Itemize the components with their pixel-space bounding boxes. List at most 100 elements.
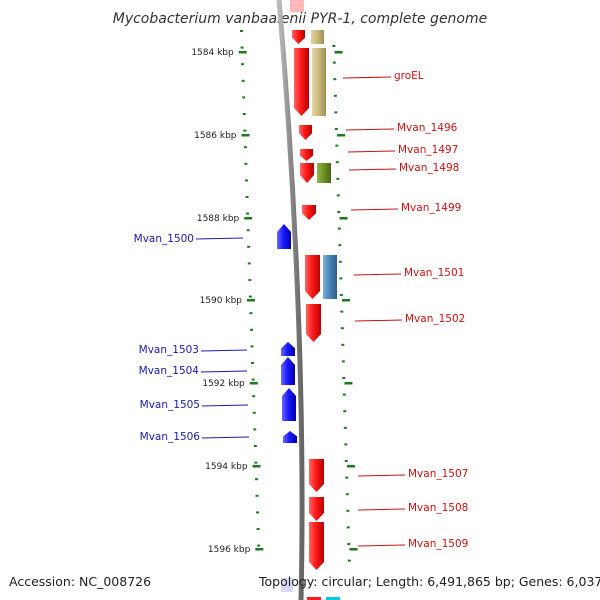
axis-tick-label: 1592 kbp	[202, 379, 245, 389]
forward-gene-arrow[interactable]	[300, 163, 314, 183]
track-dot	[240, 46, 244, 49]
track-dot	[346, 509, 350, 512]
cog-track	[311, 30, 337, 299]
track-dot	[246, 212, 250, 215]
gene-label-leader	[350, 208, 399, 211]
track-dot	[247, 245, 251, 248]
gene-labels: groEL Mvan_1496 Mvan_1497 Mvan_1498 Mvan_149…	[134, 70, 469, 550]
gene-label-leader	[357, 474, 406, 477]
track-dot	[347, 559, 351, 562]
gene-label[interactable]: Mvan_1498	[399, 162, 459, 174]
gene-label[interactable]: Mvan_1500	[134, 233, 194, 245]
gene-track	[277, 30, 324, 570]
track-dot	[245, 196, 249, 198]
forward-gene-arrow[interactable]	[294, 48, 309, 116]
reverse-gene-arrow[interactable]	[282, 388, 296, 421]
axis-tick-mark-inner	[342, 299, 350, 302]
gene-label-leader	[345, 128, 395, 131]
axis-tick-mark	[252, 465, 261, 468]
track-dot	[332, 45, 336, 47]
gene-label[interactable]: Mvan_1508	[408, 502, 468, 514]
track-dot	[338, 260, 342, 263]
gene-label[interactable]: Mvan_1503	[139, 344, 199, 356]
track-dot	[252, 395, 256, 398]
axis-tick-mark	[249, 382, 258, 385]
forward-gene-arrow[interactable]	[309, 522, 324, 570]
track-dot	[339, 277, 343, 280]
accession-text: Accession: NC_008726	[9, 574, 151, 589]
axis-tick-mark	[241, 134, 250, 137]
gene-label[interactable]: Mvan_1501	[404, 267, 464, 279]
track-dot	[256, 528, 260, 530]
axis-tick-mark	[247, 299, 255, 302]
track-dot	[345, 476, 349, 479]
axis-tick-label: 1586 kbp	[194, 131, 237, 141]
track-dot	[253, 428, 257, 431]
track-dot	[251, 362, 255, 364]
gene-label[interactable]: Mvan_1502	[405, 313, 465, 325]
track-dot	[254, 461, 258, 464]
forward-gene-arrow[interactable]	[292, 30, 305, 44]
track-dot	[333, 94, 337, 97]
track-dot	[242, 96, 246, 99]
gene-label[interactable]: Mvan_1497	[398, 144, 458, 156]
forward-gene-arrow[interactable]	[300, 149, 313, 161]
gene-label[interactable]: Mvan_1504	[139, 365, 200, 377]
track-dot	[249, 328, 253, 331]
track-dot	[248, 279, 252, 281]
gene-label-leader	[348, 168, 397, 171]
track-dot	[241, 79, 245, 82]
gene-label[interactable]: Mvan_1505	[140, 399, 200, 411]
genome-backbone	[276, 0, 305, 600]
forward-gene-arrow[interactable]	[309, 497, 324, 521]
gene-label[interactable]: Mvan_1496	[397, 122, 458, 134]
cog-block	[323, 255, 337, 299]
gene-label-leader	[200, 349, 248, 352]
track-dot	[332, 61, 336, 64]
gene-label[interactable]: Mvan_1509	[408, 538, 468, 550]
forward-gene-arrow[interactable]	[305, 255, 320, 299]
reverse-gene-arrow[interactable]	[281, 342, 295, 356]
gene-label-leader	[357, 508, 406, 511]
axis-tick-mark-inner	[346, 465, 355, 468]
forward-gene-arrow[interactable]	[299, 125, 312, 140]
track-dot	[337, 211, 341, 213]
axis-tick-label: 1588 kbp	[197, 214, 240, 224]
dotted-tracks	[240, 30, 351, 562]
gene-label[interactable]: groEL	[394, 70, 424, 82]
gene-label[interactable]: Mvan_1499	[401, 202, 461, 214]
forward-gene-arrow[interactable]	[302, 205, 316, 220]
track-dot	[249, 312, 253, 315]
gene-label-leader	[195, 237, 244, 240]
track-dot	[345, 493, 349, 496]
track-dot	[252, 411, 256, 414]
track-dot	[335, 144, 339, 147]
cog-block	[317, 163, 331, 183]
gene-label[interactable]: Mvan_1506	[140, 431, 201, 443]
axis-tick-mark	[238, 51, 247, 54]
track-dot	[333, 78, 337, 81]
forward-gene-arrow[interactable]	[306, 304, 321, 342]
reverse-gene-arrow[interactable]	[283, 431, 297, 443]
track-dot	[339, 294, 343, 296]
axis-tick-mark	[255, 548, 264, 551]
cog-block	[311, 30, 324, 44]
axis-tick-mark-inner	[339, 217, 348, 220]
reverse-gene-arrow[interactable]	[281, 357, 295, 385]
track-dot	[342, 377, 346, 379]
track-dot	[334, 111, 338, 114]
track-dot	[256, 511, 260, 514]
track-dot	[240, 30, 243, 32]
track-dot	[253, 445, 257, 447]
gene-label-leader	[357, 544, 406, 547]
gene-label-leader	[200, 370, 248, 373]
forward-gene-arrow[interactable]	[309, 459, 324, 492]
gene-label[interactable]: Mvan_1507	[408, 468, 468, 480]
reverse-gene-arrow[interactable]	[277, 224, 291, 249]
track-dot	[242, 113, 246, 115]
track-dot	[255, 494, 259, 497]
gene-label-leader	[354, 319, 403, 322]
track-dot	[248, 295, 252, 298]
track-dot	[336, 177, 340, 180]
